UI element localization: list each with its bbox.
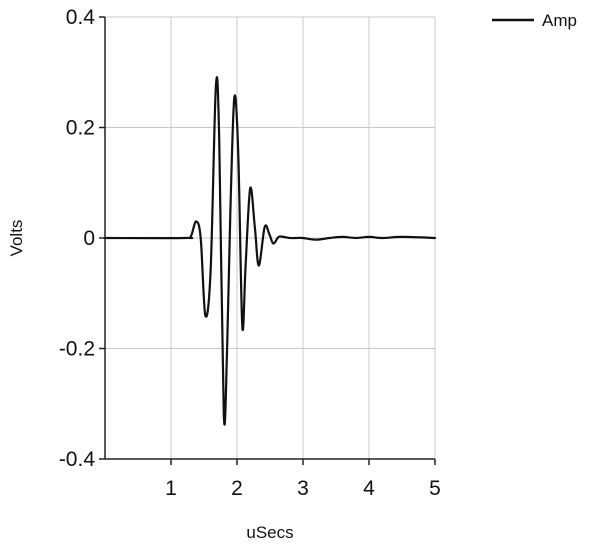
y-tick-label-1: -0.2 xyxy=(59,338,95,361)
x-tick-label-2: 3 xyxy=(297,477,309,500)
y-tick-label-3: 0.2 xyxy=(66,117,95,140)
y-tick-label-0: -0.4 xyxy=(59,448,96,471)
x-tick-label-3: 4 xyxy=(363,477,375,500)
y-axis-title: Volts xyxy=(7,220,26,257)
legend: Amp xyxy=(492,11,577,30)
y-tick-label-2: 0 xyxy=(83,227,95,250)
x-tick-label-4: 5 xyxy=(429,477,441,500)
legend-label-amp: Amp xyxy=(542,11,577,30)
y-tick-label-4: 0.4 xyxy=(66,6,96,29)
tick-labels: -0.4 -0.2 0 0.2 0.4 1 2 3 4 5 xyxy=(59,6,441,500)
x-tick-label-0: 1 xyxy=(165,477,177,500)
series-line-amp xyxy=(103,76,437,426)
axes xyxy=(99,16,436,465)
series-layer xyxy=(103,76,437,426)
x-axis-title: uSecs xyxy=(246,523,293,542)
x-tick-label-1: 2 xyxy=(231,477,243,500)
